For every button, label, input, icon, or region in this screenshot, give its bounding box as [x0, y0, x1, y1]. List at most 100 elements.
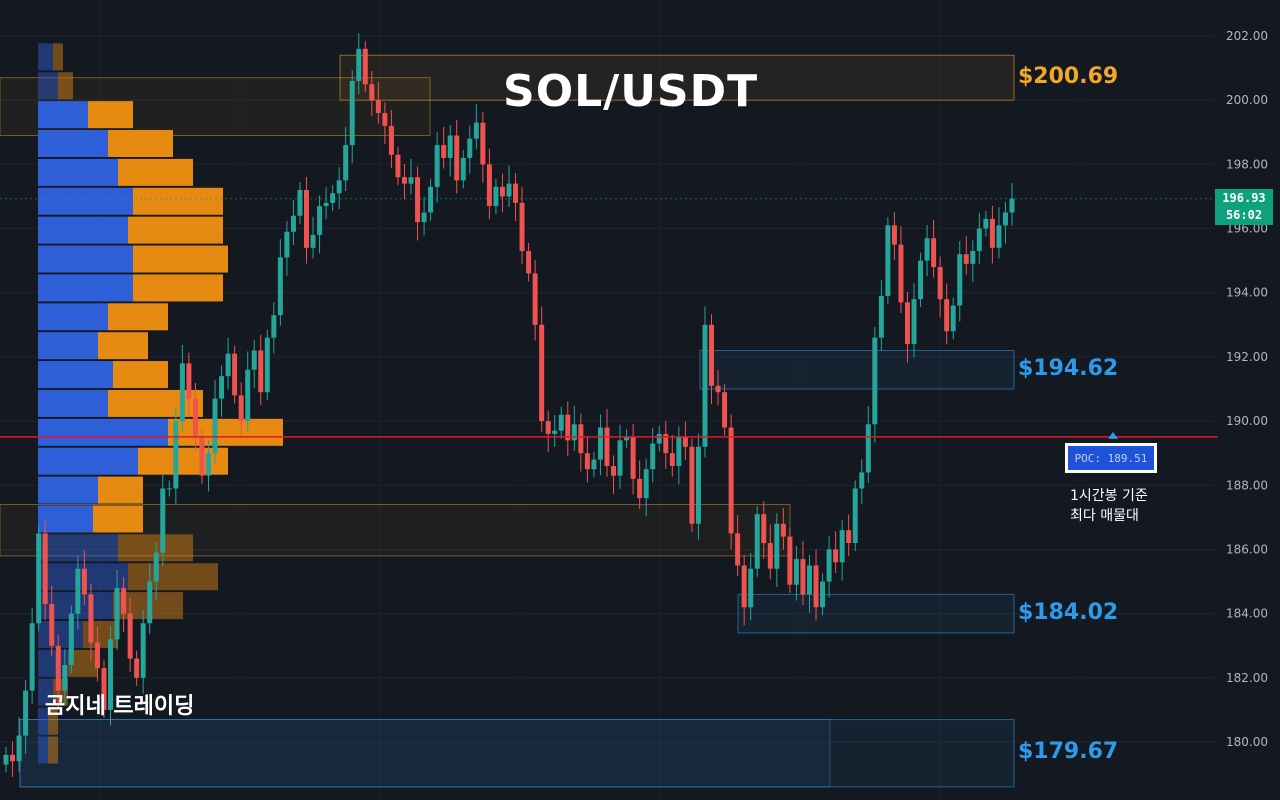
volume-bar-buy: [38, 389, 108, 417]
candle-body: [545, 421, 551, 434]
candle-body: [153, 552, 159, 582]
candle-body: [552, 430, 558, 434]
candle-body: [852, 488, 858, 544]
candle-body: [904, 302, 910, 345]
volume-bar-buy: [38, 620, 83, 648]
candle-body: [846, 530, 852, 544]
volume-bar-sell: [58, 72, 73, 100]
chart-title: SOL/USDT: [503, 66, 759, 117]
candle-body: [526, 251, 532, 274]
candle-body: [264, 337, 270, 393]
volume-bar-buy: [38, 447, 138, 475]
candle-body: [330, 193, 336, 203]
candle-body: [147, 581, 153, 624]
poc-caption-line1: 1시간봉 기준: [1070, 488, 1148, 504]
candle-body: [813, 565, 819, 608]
volume-bar-sell: [53, 43, 63, 71]
candle-body: [362, 48, 368, 85]
y-tick-label: 184.00: [1226, 607, 1268, 621]
volume-bar-sell: [88, 101, 133, 129]
candle-body: [1002, 212, 1008, 226]
candle-body: [277, 257, 283, 316]
volume-bar-sell: [133, 187, 223, 215]
candle-body: [81, 568, 87, 595]
candle-body: [682, 437, 688, 447]
candle-body: [460, 157, 466, 181]
zones: [0, 54, 1015, 788]
candle-body: [663, 433, 669, 454]
candle-body: [728, 427, 734, 534]
candle-body: [401, 177, 407, 184]
candle-body: [68, 613, 74, 665]
volume-bar-buy: [38, 736, 48, 764]
volume-bar-sell: [118, 158, 193, 186]
candle-body: [741, 565, 747, 608]
candle-body: [754, 514, 760, 569]
candle-body: [108, 639, 114, 710]
candle-body: [258, 350, 264, 393]
candle-body: [94, 642, 100, 669]
candle-body: [735, 533, 741, 566]
candle-body: [441, 145, 447, 158]
candle-body: [689, 446, 695, 524]
candle-body: [911, 299, 917, 345]
candle-body: [624, 437, 630, 441]
candle-body: [937, 267, 943, 300]
candle-body: [839, 530, 845, 563]
zone-box: [737, 593, 1015, 634]
candle-body: [996, 225, 1002, 248]
volume-bar-sell: [128, 216, 223, 244]
candle-body: [976, 228, 982, 252]
candle-body: [186, 363, 192, 399]
candle-body: [513, 183, 519, 203]
candle-body: [918, 260, 924, 300]
zone-label-179-67: $179.67: [1018, 739, 1119, 765]
candle-body: [826, 549, 832, 582]
current-price: 196.93: [1222, 191, 1266, 205]
candle-body: [931, 238, 937, 268]
candle-body: [578, 424, 584, 454]
candle-body: [780, 523, 786, 537]
candle-body: [761, 514, 767, 544]
candle-body: [10, 754, 16, 762]
y-tick-label: 200.00: [1226, 93, 1268, 107]
bar-countdown: 56:02: [1225, 208, 1263, 222]
volume-bar-sell: [113, 361, 168, 389]
candle-body: [872, 337, 878, 425]
candle-body: [480, 122, 486, 165]
volume-bar-buy: [38, 361, 113, 389]
candle-body: [323, 202, 329, 207]
candle-body: [558, 414, 564, 431]
candle-body: [650, 443, 656, 470]
candle-body: [891, 225, 897, 245]
candle-body: [878, 295, 884, 338]
candle-body: [643, 469, 649, 499]
candle-body: [101, 668, 107, 710]
candle-body: [957, 254, 963, 306]
zone-label-184-02: $184.02: [1018, 599, 1119, 625]
candle-body: [924, 238, 930, 261]
candle-body: [950, 305, 956, 332]
candle-body: [800, 559, 806, 595]
y-tick-label: 190.00: [1226, 414, 1268, 428]
volume-bar-buy: [38, 245, 133, 273]
candle-body: [970, 251, 976, 264]
candle-body: [395, 154, 401, 178]
candle-body: [55, 645, 61, 691]
candle-body: [356, 48, 362, 81]
candle-body: [493, 186, 499, 207]
volume-bar-buy: [38, 274, 133, 302]
candle-body: [944, 299, 950, 332]
candle-body: [584, 453, 590, 470]
volume-bar-buy: [38, 418, 168, 446]
brand-label: 곰지네 트레이딩: [45, 694, 195, 719]
candle-body: [506, 183, 512, 197]
poc-caption-line2: 최다 매물대: [1070, 508, 1139, 524]
candle-body: [709, 324, 715, 386]
volume-bar-sell: [98, 476, 143, 504]
candle-body: [630, 437, 636, 479]
volume-bar-sell: [133, 274, 223, 302]
volume-bar-buy: [38, 130, 108, 158]
